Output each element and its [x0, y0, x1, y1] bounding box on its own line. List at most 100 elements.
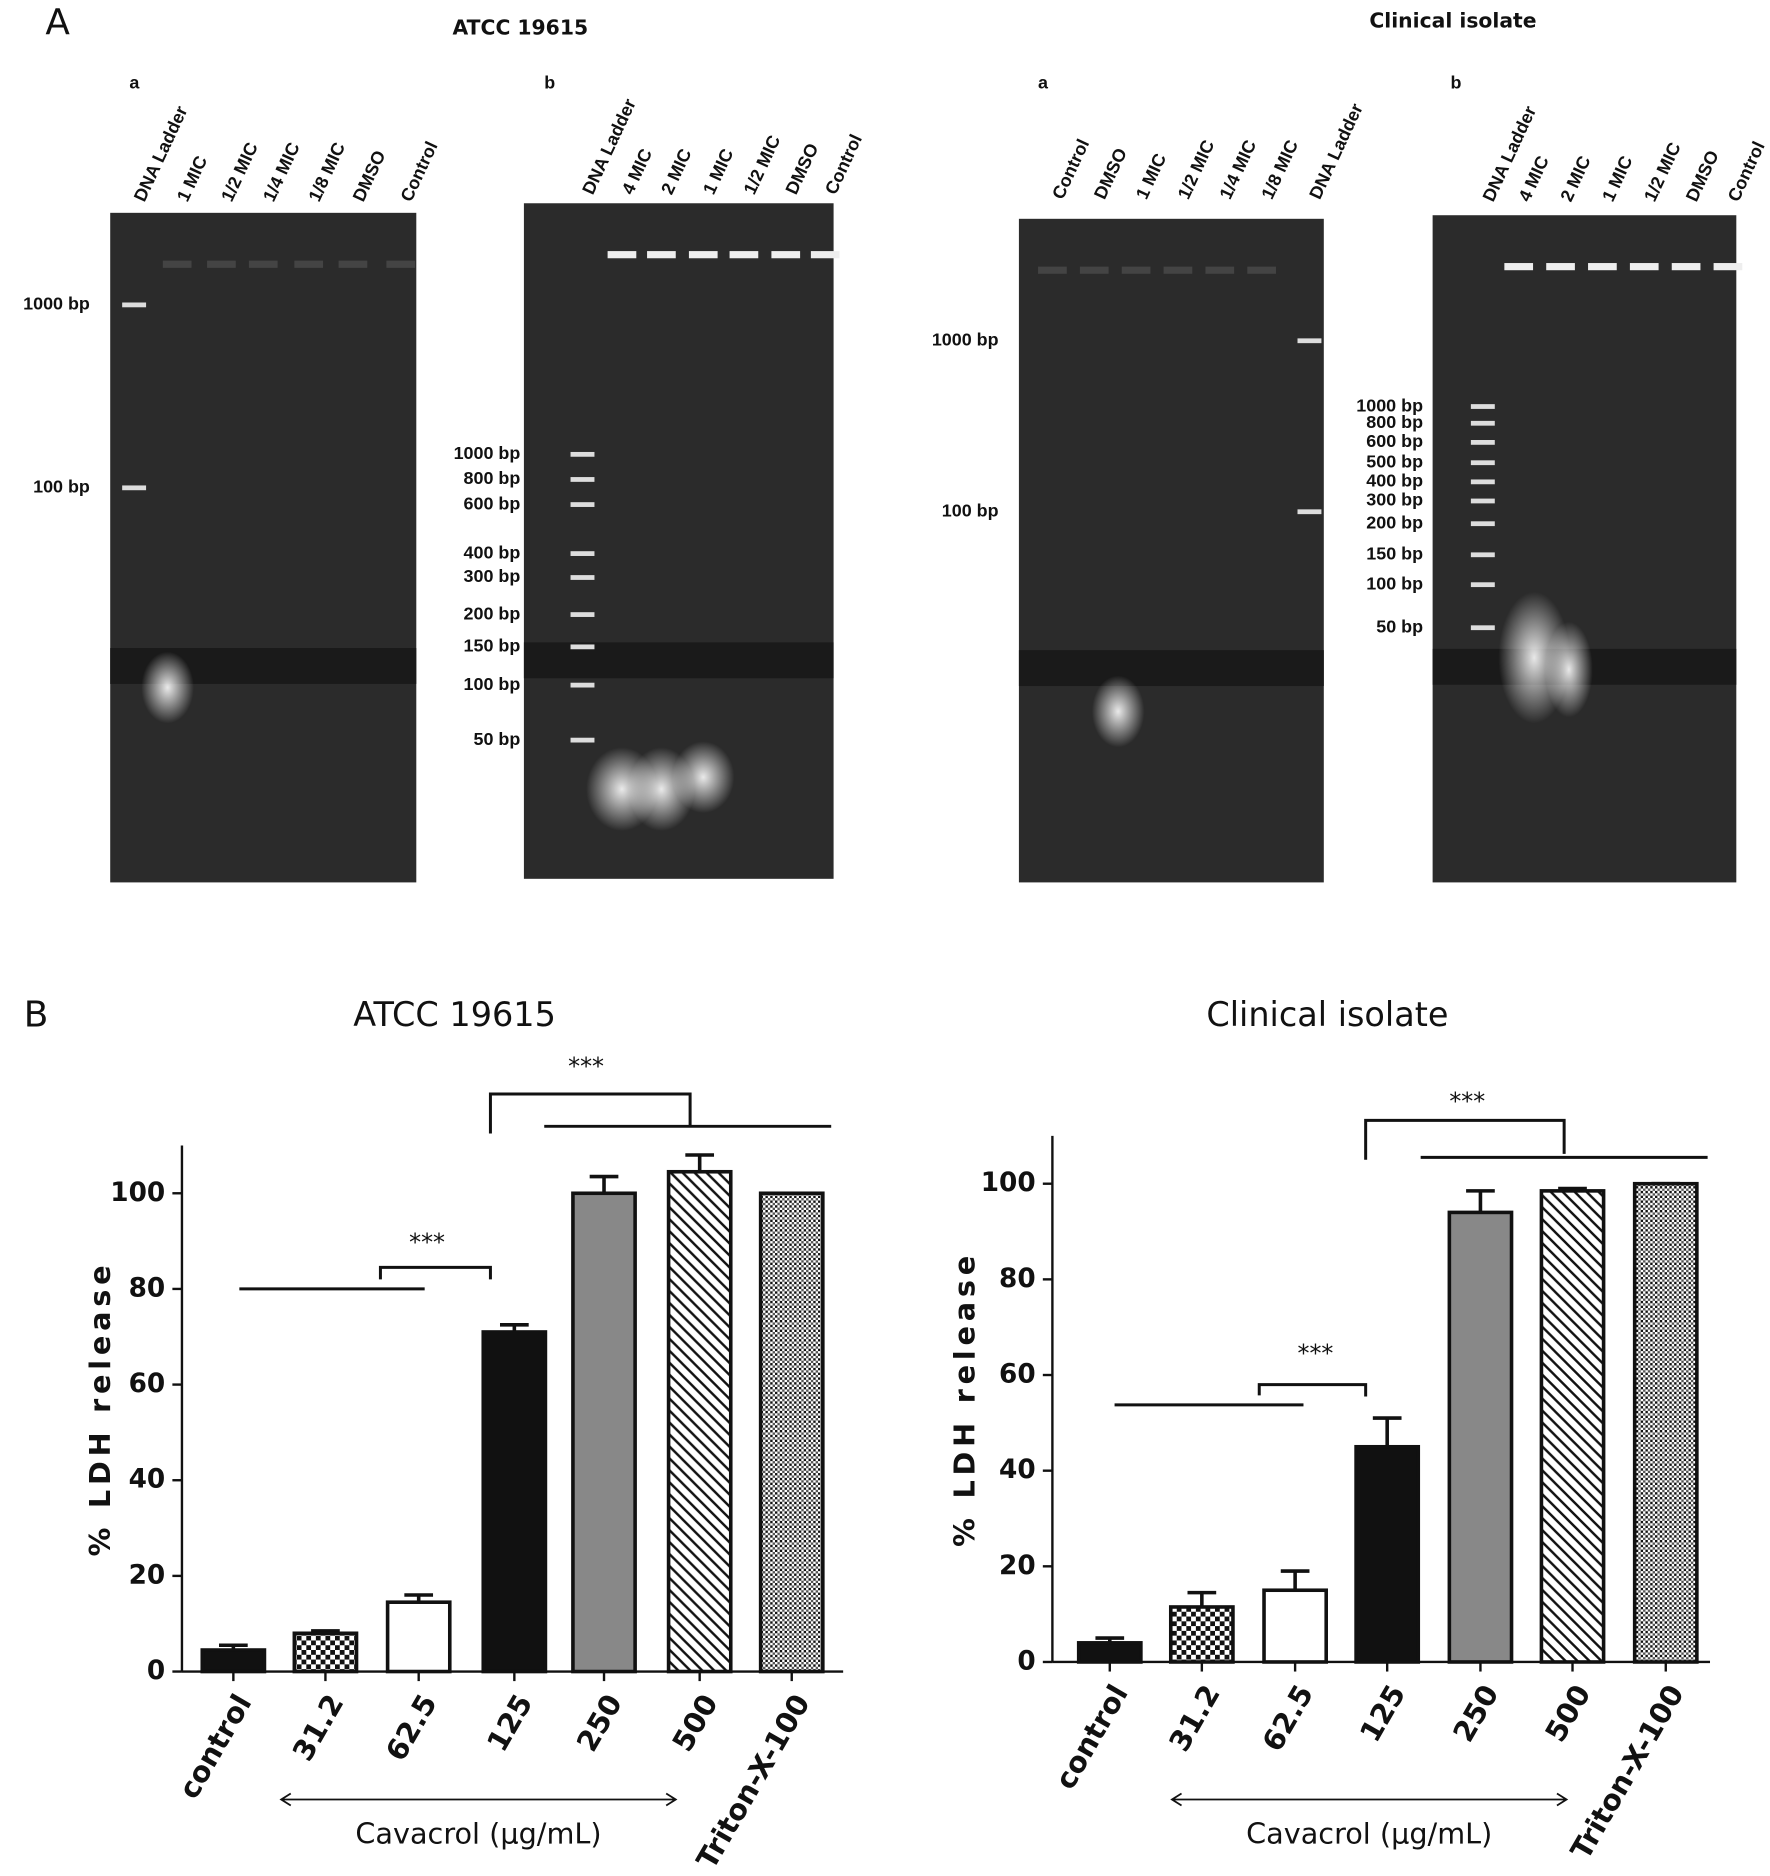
- significance-label: ***: [1298, 1340, 1334, 1368]
- ladder-band: [1297, 338, 1322, 344]
- marker-label: 100 bp: [33, 477, 90, 497]
- y-tick-label: 0: [1017, 1646, 1035, 1676]
- gel-sublabel: b: [544, 72, 555, 92]
- lane-label: 1 MIC: [1132, 150, 1170, 202]
- x-tick-label: 62.5: [379, 1688, 444, 1766]
- significance-label: ***: [409, 1228, 445, 1256]
- gel-shadow: [1018, 650, 1324, 687]
- well: [1588, 263, 1617, 271]
- ladder-band: [1470, 552, 1495, 558]
- dna-smear: [1091, 675, 1145, 748]
- lane-label: 1/8 MIC: [1257, 137, 1302, 202]
- panel-letter: B: [24, 994, 49, 1035]
- bar: [1447, 1210, 1514, 1664]
- range-arrow: [279, 1792, 678, 1807]
- marker-label: 600 bp: [464, 493, 521, 513]
- well: [607, 251, 637, 259]
- x-tick-label: 250: [570, 1688, 629, 1757]
- bar: [292, 1631, 359, 1674]
- well: [338, 260, 368, 268]
- bar: [1262, 1588, 1328, 1664]
- marker-label: 1000 bp: [454, 443, 521, 463]
- dna-smear: [1545, 621, 1593, 718]
- well: [207, 260, 236, 268]
- well: [162, 260, 192, 268]
- lane-label: Control: [1048, 136, 1093, 202]
- range-arrow: [1170, 1792, 1569, 1807]
- gel-sublabel: b: [1451, 72, 1462, 92]
- gel-sublabel: a: [129, 72, 140, 92]
- lane-label: DMSO: [782, 140, 823, 197]
- well: [647, 251, 676, 259]
- marker-label: 300 bp: [464, 566, 521, 586]
- ladder-band: [1470, 582, 1495, 588]
- marker-label: 50 bp: [474, 729, 521, 749]
- lane-label: 1/2 MIC: [1640, 139, 1685, 204]
- y-tick-label: 20: [999, 1551, 1036, 1581]
- ladder-band: [1470, 498, 1495, 504]
- lane-label: 1 MIC: [699, 146, 737, 198]
- x-axis-label: Cavacrol (µg/mL): [355, 1816, 601, 1850]
- lane-label: DMSO: [1090, 145, 1131, 202]
- well: [1671, 263, 1701, 271]
- marker-label: 150 bp: [464, 636, 521, 656]
- lane-label: 2 MIC: [657, 146, 695, 198]
- dna-smear: [672, 741, 735, 814]
- lane-label: 1 MIC: [1598, 153, 1636, 205]
- marker-label: 100 bp: [464, 674, 521, 694]
- ladder-band: [1470, 440, 1495, 445]
- well: [1247, 266, 1276, 274]
- well: [1038, 266, 1067, 274]
- y-tick-label: 60: [129, 1369, 166, 1399]
- lane-label: DMSO: [1682, 147, 1723, 204]
- marker-label: 1000 bp: [932, 329, 999, 349]
- x-tick-label: 500: [665, 1688, 724, 1757]
- lane-label: 2 MIC: [1556, 153, 1594, 205]
- bar: [385, 1600, 452, 1674]
- ladder-band: [122, 485, 147, 491]
- lane-label: 1/4 MIC: [259, 139, 304, 204]
- marker-label: 1000 bp: [1356, 395, 1423, 415]
- y-axis-label: % LDH release: [83, 1261, 117, 1557]
- lane-label: 1/2 MIC: [740, 132, 785, 197]
- bar: [758, 1191, 825, 1674]
- gel-sublabel: a: [1038, 72, 1049, 92]
- bar: [1168, 1605, 1235, 1664]
- lane-label: DNA Ladder: [1305, 100, 1367, 202]
- ladder-band: [570, 477, 595, 482]
- ladder-band: [570, 612, 595, 617]
- chart-title: ATCC 19615: [353, 995, 556, 1034]
- ladder-band: [1470, 460, 1495, 466]
- ladder-band: [1470, 420, 1495, 426]
- lane-label: 1/8 MIC: [304, 139, 349, 204]
- marker-label: 800 bp: [464, 468, 521, 488]
- lane-label: 4 MIC: [1514, 153, 1552, 205]
- y-tick-label: 40: [999, 1455, 1036, 1485]
- chart-title: Clinical isolate: [1206, 995, 1448, 1034]
- panel-letter: A: [45, 2, 70, 43]
- marker-label: 400 bp: [464, 542, 521, 562]
- marker-label: 50 bp: [1376, 616, 1423, 636]
- significance-label: ***: [1449, 1087, 1485, 1115]
- bar: [1354, 1444, 1421, 1664]
- y-tick-label: 60: [999, 1360, 1036, 1390]
- lane-label: 1/4 MIC: [1216, 137, 1261, 202]
- lane-label: 4 MIC: [618, 146, 656, 198]
- significance-bracket: [1257, 1383, 1368, 1397]
- well: [1546, 263, 1575, 271]
- significance-bracket: [1364, 1118, 1566, 1160]
- x-tick-label: 500: [1538, 1679, 1597, 1748]
- lane-label: 1/2 MIC: [217, 139, 262, 204]
- well: [248, 260, 278, 268]
- dna-smear: [141, 651, 194, 724]
- well: [1121, 266, 1151, 274]
- ladder-band: [570, 551, 595, 556]
- significance-label: ***: [568, 1053, 604, 1081]
- well: [1163, 266, 1193, 274]
- marker-label: 1000 bp: [23, 294, 90, 314]
- significance-bracket: [378, 1265, 492, 1280]
- ladder-band: [570, 644, 595, 650]
- ladder-band: [570, 502, 595, 507]
- gel-title: ATCC 19615: [453, 16, 589, 40]
